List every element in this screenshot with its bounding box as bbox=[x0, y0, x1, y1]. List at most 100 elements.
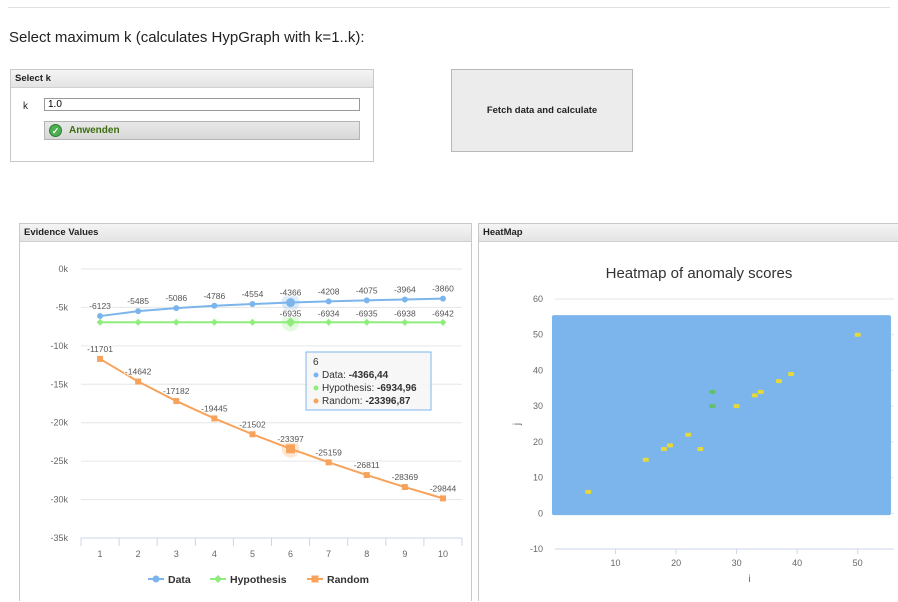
tooltip-row-value: -23396,87 bbox=[365, 396, 410, 407]
heatmap-title: Heatmap of anomaly scores bbox=[606, 265, 793, 282]
y-tick-label: -25k bbox=[50, 456, 68, 466]
data-label: -19445 bbox=[201, 403, 228, 413]
legend-label: Random bbox=[327, 574, 369, 586]
data-point bbox=[249, 431, 255, 437]
data-point bbox=[173, 305, 179, 311]
data-point bbox=[173, 319, 180, 326]
tooltip-row: Data: -4366,44 bbox=[322, 370, 389, 381]
y-tick-label: 0k bbox=[58, 264, 68, 274]
y-axis-label: j bbox=[512, 423, 523, 426]
data-point bbox=[249, 301, 255, 307]
data-point bbox=[326, 298, 332, 304]
x-tick-label: 20 bbox=[671, 558, 681, 568]
x-tick-label: 1 bbox=[98, 549, 103, 559]
data-point bbox=[364, 297, 370, 303]
page-heading: Select maximum k (calculates HypGraph wi… bbox=[9, 29, 365, 46]
k-label: k bbox=[23, 101, 28, 112]
anomaly-cell bbox=[752, 393, 758, 397]
x-axis-label: i bbox=[748, 574, 750, 585]
heatmap-panel-title: HeatMap bbox=[479, 224, 898, 242]
data-label: -6935 bbox=[280, 308, 302, 318]
data-point bbox=[326, 459, 332, 465]
data-point bbox=[97, 313, 103, 319]
data-label: -17182 bbox=[163, 386, 190, 396]
data-point bbox=[135, 379, 141, 385]
y-tick-label: -30k bbox=[50, 495, 68, 505]
data-point bbox=[135, 319, 142, 326]
data-point bbox=[211, 303, 217, 309]
y-tick-label: -20k bbox=[50, 418, 68, 428]
anomaly-cell bbox=[758, 390, 764, 394]
data-label: -6942 bbox=[432, 308, 454, 318]
data-label: -25159 bbox=[315, 447, 342, 457]
data-label: -3860 bbox=[432, 284, 454, 294]
data-label: -3964 bbox=[394, 284, 416, 294]
anomaly-cell bbox=[643, 458, 649, 462]
y-tick-label: 50 bbox=[533, 330, 543, 340]
x-tick-label: 8 bbox=[364, 549, 369, 559]
heatmap-chart: Heatmap of anomaly scores-10010203040506… bbox=[479, 242, 898, 602]
x-tick-label: 5 bbox=[250, 549, 255, 559]
y-tick-label: -15k bbox=[50, 379, 68, 389]
tooltip-row-label: Hypothesis: bbox=[322, 383, 377, 394]
data-point bbox=[402, 296, 408, 302]
fetch-data-button[interactable]: Fetch data and calculate bbox=[451, 69, 633, 152]
data-point bbox=[401, 319, 408, 326]
data-label: -21502 bbox=[239, 419, 266, 429]
apply-button[interactable]: ✓ Anwenden bbox=[44, 121, 360, 140]
data-point bbox=[286, 298, 295, 307]
data-point bbox=[173, 398, 179, 404]
data-label: -28369 bbox=[392, 472, 419, 482]
y-tick-label: -10k bbox=[50, 341, 68, 351]
data-label: -5086 bbox=[165, 293, 187, 303]
x-tick-label: 7 bbox=[326, 549, 331, 559]
apply-button-label: Anwenden bbox=[69, 125, 120, 136]
select-k-panel: Select k k ✓ Anwenden bbox=[10, 69, 374, 162]
data-label: -14642 bbox=[125, 367, 152, 377]
tooltip-row-label: Data: bbox=[322, 370, 349, 381]
anomaly-cell bbox=[788, 372, 794, 376]
data-point bbox=[364, 472, 370, 478]
y-tick-label: -10 bbox=[530, 544, 543, 554]
evidence-values-panel: Evidence Values 0k-5k-10k-15k-20k-25k-30… bbox=[19, 223, 472, 601]
data-label: -4075 bbox=[356, 285, 378, 295]
k-input[interactable] bbox=[44, 98, 360, 111]
x-tick-label: 4 bbox=[212, 549, 217, 559]
anomaly-cell bbox=[776, 379, 782, 383]
legend-label: Data bbox=[168, 574, 191, 586]
evidence-panel-title: Evidence Values bbox=[20, 224, 471, 242]
data-label: -4366 bbox=[280, 288, 302, 298]
data-label: -29844 bbox=[430, 483, 457, 493]
x-tick-label: 6 bbox=[288, 549, 293, 559]
data-point bbox=[249, 319, 256, 326]
data-point bbox=[211, 415, 217, 421]
y-tick-label: 40 bbox=[533, 365, 543, 375]
x-tick-label: 2 bbox=[136, 549, 141, 559]
data-label: -23397 bbox=[277, 434, 304, 444]
data-point bbox=[97, 356, 103, 362]
anomaly-cell bbox=[585, 490, 591, 494]
y-tick-label: 60 bbox=[533, 294, 543, 304]
data-label: -6938 bbox=[394, 308, 416, 318]
y-tick-label: 20 bbox=[533, 437, 543, 447]
y-tick-label: 10 bbox=[533, 473, 543, 483]
y-tick-label: 30 bbox=[533, 401, 543, 411]
tooltip-row-value: -6934,96 bbox=[377, 383, 417, 394]
tooltip-row-label: Random: bbox=[322, 396, 365, 407]
x-tick-label: 3 bbox=[174, 549, 179, 559]
data-point bbox=[135, 308, 141, 314]
anomaly-cell bbox=[855, 333, 861, 337]
anomaly-cell bbox=[685, 433, 691, 437]
tooltip-marker bbox=[314, 386, 319, 391]
data-label: -6935 bbox=[356, 308, 378, 318]
anomaly-cell bbox=[709, 390, 715, 394]
data-label: -6934 bbox=[318, 308, 340, 318]
x-tick-label: 10 bbox=[438, 549, 448, 559]
data-label: -4554 bbox=[242, 289, 264, 299]
tooltip-header: 6 bbox=[313, 357, 319, 368]
tooltip-row: Hypothesis: -6934,96 bbox=[322, 383, 417, 394]
x-tick-label: 10 bbox=[611, 558, 621, 568]
legend-marker bbox=[214, 575, 222, 583]
top-divider bbox=[8, 7, 890, 8]
